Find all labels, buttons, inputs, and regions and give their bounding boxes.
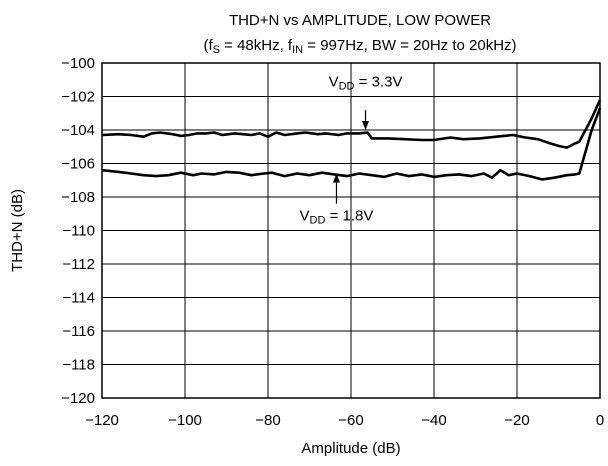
y-axis-label: THD+N (dB) [9,189,26,272]
annotation-label-1: VDD = 3.3V [329,73,403,92]
y-tick-label: −112 [62,256,95,273]
y-axis-ticks: −100 −102 −104 −106 −108 −110 −112 −114 −116 −118… [61,55,95,407]
y-tick-label: −120 [61,390,95,407]
y-tick-label: −118 [62,357,95,374]
x-tick-label: 0 [596,412,604,429]
x-tick-label: −80 [255,412,280,429]
chart-title: THD+N vs AMPLITUDE, LOW POWER [229,12,491,29]
chart-subtitle: (fS = 48kHz, fIN = 997Hz, BW = 20Hz to 2… [203,37,516,56]
y-tick-label: −102 [61,89,95,106]
y-tick-label: −110 [62,223,95,240]
x-axis-label: Amplitude (dB) [301,440,400,457]
x-tick-label: −120 [85,412,119,429]
y-tick-label: −104 [61,122,95,139]
x-tick-label: −60 [338,412,363,429]
annotation-label-2: VDD = 1.8V [300,207,374,226]
annotation-arrowhead-1 [362,121,370,130]
x-tick-label: −100 [168,412,202,429]
x-axis-ticks: −120 −100 −80 −60 −40 −20 0 [85,412,604,429]
annotation-arrowhead-2 [332,173,340,183]
series-line-1 [101,99,602,149]
y-tick-label: −114 [62,290,95,307]
series-line-2 [101,107,602,181]
annotation-layer: VDD = 3.3V VDD = 1.8V [300,73,403,226]
series-layer [101,99,602,181]
x-tick-label: −40 [421,412,446,429]
y-tick-label: −108 [61,189,95,206]
x-tick-label: −20 [504,412,529,429]
y-tick-label: −100 [61,55,95,72]
y-tick-label: −106 [61,156,95,173]
y-tick-label: −116 [62,323,95,340]
grid-lines [101,62,601,399]
plot-frame [101,62,601,399]
